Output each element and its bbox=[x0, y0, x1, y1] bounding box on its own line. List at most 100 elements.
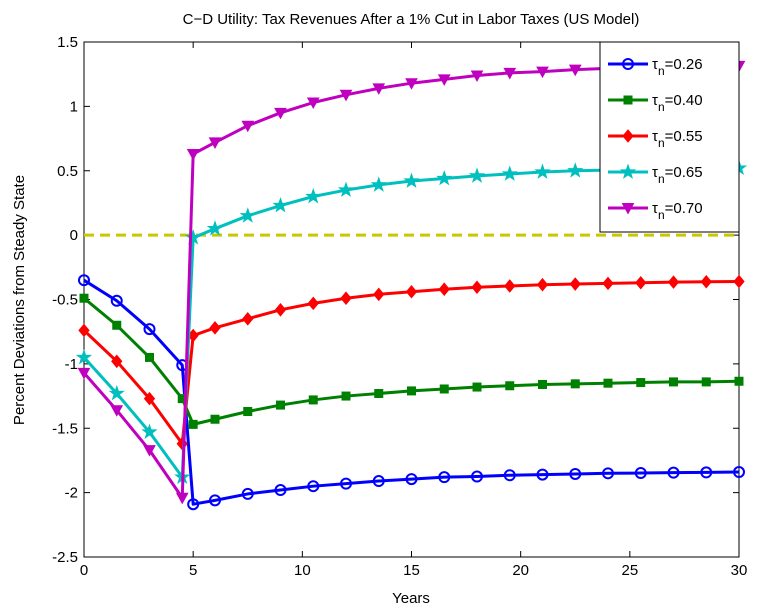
marker bbox=[471, 280, 483, 295]
marker bbox=[700, 466, 713, 479]
marker bbox=[405, 473, 418, 486]
marker bbox=[210, 414, 220, 424]
marker bbox=[536, 66, 549, 79]
marker bbox=[501, 165, 518, 181]
marker bbox=[185, 229, 202, 245]
y-axis-label: Percent Deviations from Steady State bbox=[11, 175, 28, 425]
x-tick-label: 15 bbox=[403, 562, 420, 579]
marker bbox=[405, 284, 418, 299]
marker bbox=[472, 382, 482, 392]
legend-marker bbox=[623, 95, 633, 105]
marker bbox=[75, 348, 93, 365]
marker bbox=[141, 423, 158, 440]
marker bbox=[305, 187, 322, 204]
marker bbox=[503, 469, 516, 482]
marker bbox=[407, 386, 416, 396]
marker bbox=[78, 323, 90, 338]
marker bbox=[667, 275, 680, 289]
marker bbox=[143, 445, 156, 457]
marker bbox=[175, 492, 189, 505]
series-line bbox=[83, 297, 740, 426]
marker bbox=[108, 384, 125, 401]
marker bbox=[111, 354, 123, 369]
x-axis-label: Years bbox=[392, 590, 430, 607]
marker bbox=[307, 480, 320, 493]
marker bbox=[143, 391, 156, 406]
marker bbox=[569, 277, 581, 291]
marker bbox=[372, 475, 385, 488]
marker bbox=[341, 391, 351, 401]
marker bbox=[110, 405, 124, 417]
legend-label: τn=0.26 bbox=[652, 56, 703, 78]
marker bbox=[733, 274, 745, 289]
marker bbox=[339, 89, 353, 102]
marker bbox=[700, 274, 712, 289]
y-tick-label: 1.5 bbox=[57, 34, 78, 51]
marker bbox=[534, 163, 551, 179]
marker bbox=[112, 320, 122, 330]
marker bbox=[242, 312, 254, 326]
marker bbox=[209, 494, 221, 507]
y-tick-label: -0.5 bbox=[52, 292, 78, 309]
marker bbox=[276, 400, 285, 410]
x-tick-label: 10 bbox=[294, 562, 311, 579]
x-tick-label: 0 bbox=[80, 562, 88, 579]
legend-label: τn=0.65 bbox=[652, 164, 703, 186]
marker bbox=[567, 162, 584, 178]
marker bbox=[370, 176, 387, 192]
marker bbox=[209, 321, 221, 335]
marker bbox=[568, 64, 582, 77]
x-tick-label: 25 bbox=[621, 562, 638, 579]
chart-title: C−D Utility: Tax Revenues After a 1% Cut… bbox=[183, 11, 640, 28]
y-tick-label: -1.5 bbox=[52, 420, 78, 437]
marker bbox=[186, 149, 200, 161]
marker bbox=[110, 294, 123, 307]
legend-marker bbox=[622, 58, 634, 70]
marker bbox=[439, 384, 449, 394]
marker bbox=[306, 97, 320, 110]
marker bbox=[536, 277, 549, 292]
marker bbox=[603, 378, 613, 388]
marker bbox=[468, 167, 486, 183]
marker bbox=[470, 70, 484, 83]
x-tick-label: 20 bbox=[512, 562, 529, 579]
marker bbox=[372, 83, 386, 95]
y-tick-label: -2.5 bbox=[52, 549, 78, 566]
marker bbox=[503, 67, 517, 80]
marker bbox=[536, 468, 549, 481]
y-tick-label: 0 bbox=[70, 227, 78, 244]
marker bbox=[471, 470, 483, 483]
marker bbox=[635, 275, 647, 290]
y-tick-label: 0.5 bbox=[57, 163, 78, 180]
marker bbox=[241, 487, 254, 500]
marker bbox=[405, 78, 418, 90]
marker bbox=[143, 323, 156, 336]
marker bbox=[340, 291, 352, 305]
marker bbox=[437, 74, 451, 86]
marker bbox=[438, 282, 450, 296]
series-line bbox=[83, 278, 740, 506]
marker bbox=[206, 220, 224, 236]
marker bbox=[667, 466, 680, 479]
marker bbox=[239, 207, 256, 223]
marker bbox=[145, 352, 154, 362]
marker bbox=[274, 484, 287, 497]
marker bbox=[274, 303, 287, 317]
legend-label: τn=0.70 bbox=[652, 200, 703, 222]
marker bbox=[505, 381, 515, 391]
marker bbox=[340, 477, 352, 490]
marker bbox=[374, 388, 384, 398]
marker bbox=[634, 467, 647, 480]
marker bbox=[77, 367, 91, 380]
marker bbox=[403, 172, 420, 188]
marker bbox=[241, 120, 255, 133]
marker bbox=[570, 379, 580, 389]
marker bbox=[337, 181, 355, 197]
marker bbox=[307, 296, 319, 311]
marker bbox=[436, 169, 453, 186]
x-tick-label: 30 bbox=[731, 562, 748, 579]
marker bbox=[438, 471, 451, 484]
marker bbox=[272, 196, 289, 213]
marker bbox=[602, 467, 614, 480]
